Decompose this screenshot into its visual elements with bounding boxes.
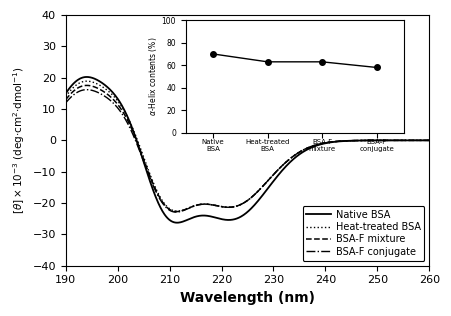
Heat-treated BSA xyxy=(347,139,352,143)
Heat-treated BSA xyxy=(84,79,90,83)
Y-axis label: $[\theta]\times10^{-3}$ (deg$\cdot$cm$^2$$\cdot$dmol$^{-1}$): $[\theta]\times10^{-3}$ (deg$\cdot$cm$^2… xyxy=(11,66,27,214)
Native BSA xyxy=(63,92,69,95)
BSA-F mixture xyxy=(303,147,308,151)
Native BSA xyxy=(347,139,352,143)
BSA-F conjugate xyxy=(152,188,158,192)
Line: Native BSA: Native BSA xyxy=(66,77,429,223)
BSA-F mixture xyxy=(174,210,179,214)
X-axis label: Wavelength (nm): Wavelength (nm) xyxy=(180,291,315,305)
Native BSA xyxy=(303,149,308,152)
BSA-F mixture xyxy=(84,83,90,87)
Heat-treated BSA xyxy=(63,95,69,99)
BSA-F mixture xyxy=(166,207,171,211)
Heat-treated BSA xyxy=(179,209,184,212)
Native BSA xyxy=(427,138,432,142)
Line: Heat-treated BSA: Heat-treated BSA xyxy=(66,81,429,211)
BSA-F conjugate xyxy=(166,208,171,212)
Native BSA xyxy=(174,221,179,225)
Native BSA xyxy=(392,138,397,142)
Line: BSA-F mixture: BSA-F mixture xyxy=(66,85,429,212)
Heat-treated BSA xyxy=(152,185,158,189)
BSA-F mixture xyxy=(63,98,69,101)
Native BSA xyxy=(179,220,184,224)
BSA-F conjugate xyxy=(427,138,432,142)
BSA-F conjugate xyxy=(347,139,352,143)
BSA-F conjugate xyxy=(173,210,179,214)
BSA-F conjugate xyxy=(392,138,397,142)
Heat-treated BSA xyxy=(166,206,171,210)
BSA-F conjugate xyxy=(303,147,308,151)
BSA-F conjugate xyxy=(63,101,69,105)
BSA-F mixture xyxy=(347,139,352,143)
BSA-F mixture xyxy=(152,187,158,191)
BSA-F conjugate xyxy=(179,209,184,213)
Heat-treated BSA xyxy=(427,138,432,142)
BSA-F conjugate xyxy=(84,88,89,92)
Native BSA xyxy=(166,217,171,221)
Heat-treated BSA xyxy=(174,209,179,213)
Native BSA xyxy=(152,194,158,198)
Native BSA xyxy=(84,75,90,79)
BSA-F mixture xyxy=(392,138,397,142)
Line: BSA-F conjugate: BSA-F conjugate xyxy=(66,90,429,212)
BSA-F mixture xyxy=(179,209,184,213)
Heat-treated BSA xyxy=(392,138,397,142)
Legend: Native BSA, Heat-treated BSA, BSA-F mixture, BSA-F conjugate: Native BSA, Heat-treated BSA, BSA-F mixt… xyxy=(303,206,424,261)
Heat-treated BSA xyxy=(303,147,308,151)
BSA-F mixture xyxy=(427,138,432,142)
